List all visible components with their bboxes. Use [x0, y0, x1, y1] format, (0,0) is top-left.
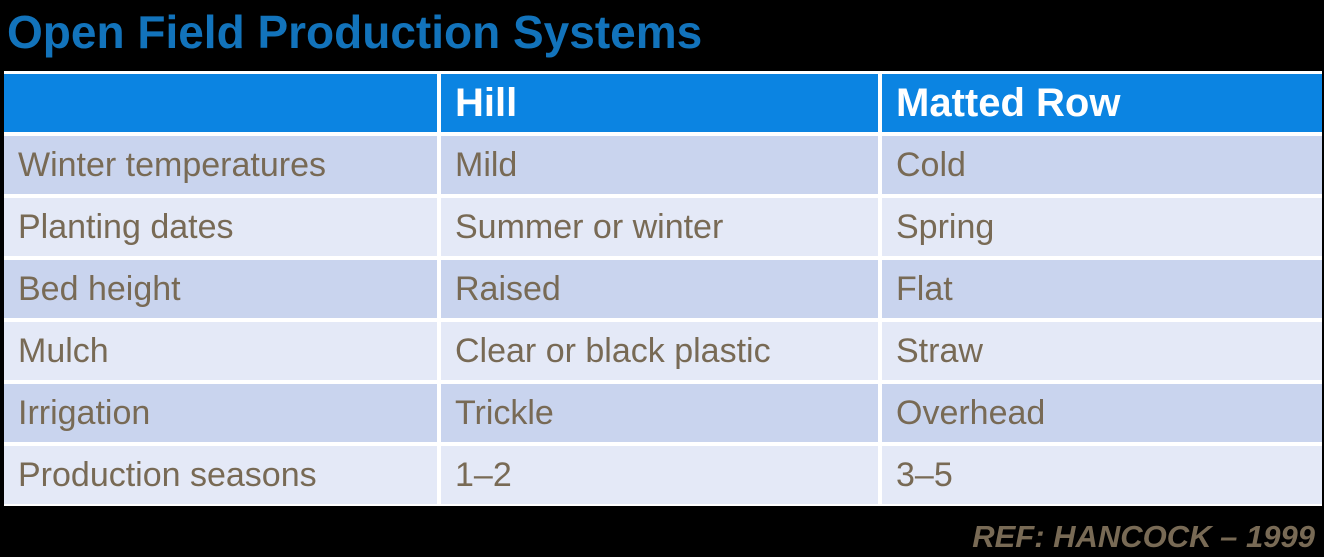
table-cell-matted-row: Straw — [882, 322, 1322, 381]
table-cell-hill: Clear or black plastic — [441, 322, 878, 381]
table-cell-label: Irrigation — [4, 384, 437, 443]
reference-citation: REF: HANCOCK – 1999 — [972, 519, 1315, 555]
table-cell-matted-row: 3–5 — [882, 446, 1322, 505]
table-cell-matted-row: Spring — [882, 198, 1322, 257]
table-cell-hill: Mild — [441, 136, 878, 195]
slide-title: Open Field Production Systems — [7, 6, 703, 58]
table-header-matted-row: Matted Row — [882, 74, 1322, 133]
table-cell-label: Production seasons — [4, 446, 437, 505]
table-header-hill: Hill — [441, 74, 878, 133]
table-cell-hill: Raised — [441, 260, 878, 319]
table-cell-matted-row: Flat — [882, 260, 1322, 319]
table-cell-matted-row: Overhead — [882, 384, 1322, 443]
table-cell-label: Winter temperatures — [4, 136, 437, 195]
table-cell-matted-row: Cold — [882, 136, 1322, 195]
table-cell-hill: 1–2 — [441, 446, 878, 505]
table-cell-hill: Summer or winter — [441, 198, 878, 257]
production-systems-table: Hill Matted Row Winter temperatures Mild… — [4, 71, 1322, 507]
table-cell-label: Mulch — [4, 322, 437, 381]
table-header-blank — [4, 74, 437, 133]
table-cell-label: Bed height — [4, 260, 437, 319]
table-cell-label: Planting dates — [4, 198, 437, 257]
table-cell-hill: Trickle — [441, 384, 878, 443]
